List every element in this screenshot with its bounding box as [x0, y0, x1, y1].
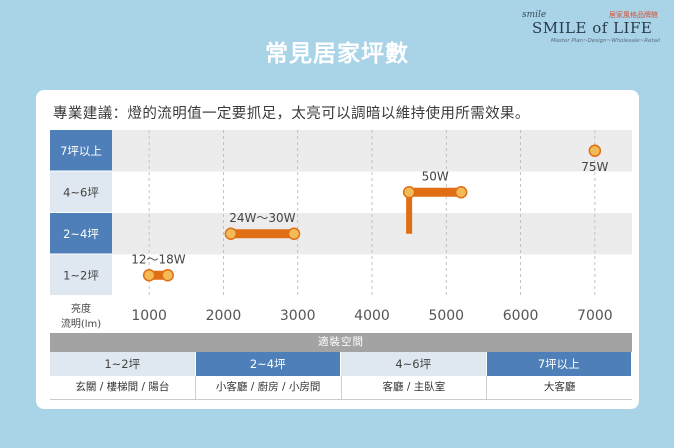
range-start-dot	[588, 144, 602, 157]
range-end-dot	[161, 269, 174, 282]
room-size-cell: 1~2坪	[50, 352, 196, 376]
x-tick-label: 1000	[131, 308, 167, 324]
x-tick-label: 7000	[577, 308, 613, 324]
logo-small-text: smile	[522, 10, 547, 20]
range-start-dot	[224, 227, 238, 240]
category-cell	[50, 254, 112, 295]
range-label: 12～18W	[131, 252, 186, 266]
category-label: 2~4坪	[63, 227, 99, 241]
category-cell	[50, 171, 112, 212]
room-size-cell: 7坪以上	[486, 352, 632, 376]
range-start-dot	[402, 186, 416, 199]
room-list-cell: 小客廳 / 廚房 / 小房間	[195, 376, 342, 399]
advice-text: 專業建議：燈的流明值一定要抓足，太亮可以調暗以維持使用所需效果。	[53, 106, 530, 122]
x-tick-label: 3000	[280, 308, 316, 324]
content-card: 專業建議：燈的流明值一定要抓足，太亮可以調暗以維持使用所需效果。 7坪以上 4~6…	[36, 90, 639, 409]
range-label: 24W～30W	[229, 211, 295, 225]
room-list-cell: 客廳 / 主臥室	[341, 376, 488, 399]
logo-main-text: SMILE of LIFE	[532, 19, 653, 37]
brand-logo: smile 居家風格品牌館 SMILE of LIFE Master Plan~…	[522, 10, 662, 46]
page-title: 常見居家坪數	[265, 41, 409, 67]
category-cell	[50, 130, 112, 171]
room-list-row: 玄關 / 樓梯間 / 陽台 小客廳 / 廚房 / 小房間 客廳 / 主臥室 大客廳	[50, 376, 632, 400]
category-label: 7坪以上	[60, 144, 102, 158]
x-tick-label: 5000	[428, 308, 464, 324]
room-table: 適裝空間 1~2坪 2~4坪 4~6坪 7坪以上 玄關 / 樓梯間 / 陽台 小客廳 /…	[50, 333, 632, 400]
x-tick-label: 6000	[503, 308, 539, 324]
logo-tagline: Master Plan~Design~Wholesale~Retail	[550, 38, 660, 44]
x-tick-label: 2000	[206, 308, 242, 324]
range-end-dot	[287, 227, 301, 240]
range-start-dot	[142, 269, 156, 282]
y-axis-label-line2: 流明(lm)	[61, 317, 101, 330]
logo-chinese-text: 居家風格品牌館	[609, 11, 658, 19]
room-size-row: 1~2坪 2~4坪 4~6坪 7坪以上	[50, 352, 632, 376]
range-end-dot	[454, 186, 468, 199]
category-cell	[50, 213, 112, 254]
range-label: 50W	[422, 169, 449, 183]
category-label: 4~6坪	[63, 185, 99, 199]
range-label: 75W	[581, 160, 608, 174]
room-size-cell: 4~6坪	[341, 352, 487, 376]
room-table-header: 適裝空間	[50, 333, 632, 352]
x-tick-label: 4000	[354, 308, 390, 324]
y-axis-label-line1: 亮度	[71, 302, 91, 315]
category-label: 1~2坪	[63, 268, 99, 282]
room-list-cell: 大客廳	[487, 376, 632, 399]
room-list-cell: 玄關 / 樓梯間 / 陽台	[50, 376, 196, 399]
room-size-cell: 2~4坪	[195, 352, 341, 376]
